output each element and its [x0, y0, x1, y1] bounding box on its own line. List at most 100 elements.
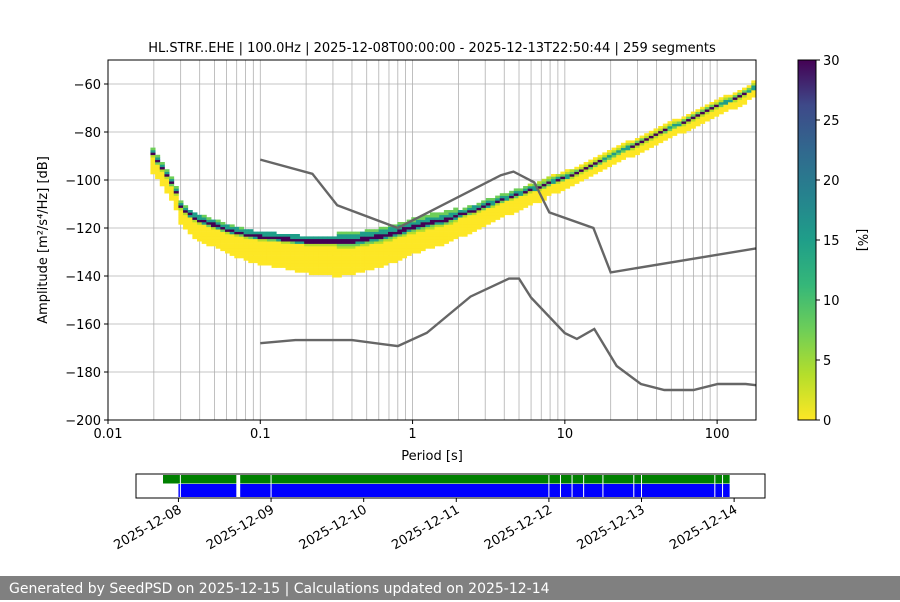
- heatmap-cell: [457, 217, 463, 220]
- heatmap-cell: [672, 121, 678, 124]
- heatmap-cell: [658, 130, 664, 134]
- heatmap-cell: [257, 250, 263, 254]
- heatmap-cell: [415, 224, 422, 228]
- heatmap-cell: [341, 255, 347, 259]
- heatmap-cell: [327, 272, 333, 276]
- heatmap-cell: [183, 219, 189, 223]
- heatmap-cell: [411, 243, 417, 247]
- heatmap-cell: [318, 250, 324, 254]
- heatmap-cell: [336, 250, 342, 254]
- heatmap-cell: [429, 217, 435, 220]
- heatmap-cell: [257, 236, 263, 240]
- heatmap-cell: [318, 241, 324, 244]
- heatmap-cell: [276, 243, 282, 247]
- heatmap-cell: [448, 210, 454, 213]
- heatmap-cell: [224, 238, 231, 242]
- heatmap-cell: [164, 178, 170, 182]
- heatmap-cell: [388, 226, 394, 230]
- heatmap-cell: [360, 262, 366, 266]
- heatmap-cell: [215, 238, 221, 242]
- heatmap-cell: [364, 260, 370, 264]
- heatmap-cell: [159, 183, 165, 187]
- heatmap-cell: [364, 243, 370, 247]
- heatmap-cell: [350, 267, 356, 271]
- heatmap-cell: [201, 231, 207, 235]
- heatmap-cell: [681, 121, 687, 124]
- heatmap-cell: [560, 183, 566, 187]
- heatmap-cell: [350, 260, 356, 264]
- heatmap-cell: [197, 224, 203, 228]
- heatmap-cell: [201, 222, 207, 225]
- data-availability-bar: [163, 475, 237, 484]
- heatmap-cell: [346, 265, 352, 268]
- heatmap-cell: [364, 258, 370, 261]
- heatmap-cell: [187, 224, 193, 228]
- heatmap-cell: [294, 267, 300, 271]
- heatmap-cell: [388, 241, 394, 244]
- heatmap-cell: [597, 162, 603, 165]
- heatmap-cell: [224, 229, 231, 232]
- heatmap-cell: [262, 246, 268, 249]
- heatmap-cell: [341, 262, 347, 266]
- heatmap-cell: [355, 262, 361, 266]
- heatmap-cell: [406, 243, 412, 247]
- heatmap-cell: [537, 186, 543, 189]
- heatmap-cell: [453, 207, 459, 211]
- heatmap-cell: [513, 210, 519, 213]
- heatmap-cell: [183, 224, 189, 228]
- heatmap-cell: [220, 241, 226, 244]
- heatmap-cell: [504, 200, 510, 204]
- heatmap-cell: [429, 238, 435, 242]
- heatmap-cell: [388, 238, 394, 242]
- heatmap-cell: [415, 229, 422, 232]
- heatmap-cell: [681, 118, 687, 122]
- heatmap-cell: [392, 253, 398, 256]
- heatmap-cell: [546, 193, 552, 196]
- heatmap-cell: [462, 219, 468, 223]
- heatmap-cell: [504, 207, 510, 211]
- heatmap-cell: [714, 104, 720, 108]
- heatmap-cell: [439, 243, 445, 247]
- heatmap-cell: [355, 231, 361, 235]
- heatmap-cell: [583, 174, 589, 177]
- heatmap-cell: [187, 212, 193, 216]
- heatmap-cell: [495, 217, 501, 220]
- heatmap-cell: [457, 222, 463, 225]
- heatmap-cell: [229, 253, 235, 256]
- heatmap-cell: [313, 267, 319, 271]
- heatmap-cell: [378, 229, 384, 232]
- heatmap-cell: [262, 236, 268, 240]
- heatmap-cell: [276, 236, 282, 240]
- heatmap-cell: [420, 219, 426, 223]
- heatmap-cell: [229, 229, 235, 232]
- heatmap-cell: [523, 205, 529, 208]
- heatmap-cell: [294, 265, 300, 268]
- heatmap-cell: [346, 243, 352, 247]
- heatmap-cell: [606, 154, 612, 158]
- heatmap-cell: [653, 142, 659, 146]
- heatmap-cell: [658, 128, 664, 132]
- heatmap-cell: [327, 238, 333, 242]
- heatmap-cell: [364, 231, 370, 235]
- heatmap-cell: [332, 258, 338, 261]
- heatmap-cell: [392, 231, 398, 235]
- heatmap-cell: [327, 267, 333, 271]
- heatmap-cell: [294, 238, 300, 242]
- heatmap-cell: [173, 195, 179, 199]
- heatmap-cell: [667, 121, 673, 124]
- heatmap-cell: [364, 236, 370, 240]
- heatmap-cell: [401, 241, 408, 244]
- heatmap-cell: [238, 234, 245, 237]
- heatmap-cell: [495, 202, 501, 206]
- heatmap-cell: [318, 236, 324, 240]
- heatmap-cell: [453, 222, 459, 225]
- heatmap-cell: [560, 181, 566, 184]
- heatmap-cell: [597, 166, 603, 170]
- heatmap-cell: [709, 109, 715, 112]
- heatmap-cell: [383, 248, 389, 252]
- heatmap-cell: [569, 176, 575, 180]
- colorbar-tick-label: 25: [823, 114, 840, 129]
- heatmap-cell: [183, 217, 189, 220]
- heatmap-cell: [360, 248, 366, 252]
- heatmap-cell: [476, 222, 482, 225]
